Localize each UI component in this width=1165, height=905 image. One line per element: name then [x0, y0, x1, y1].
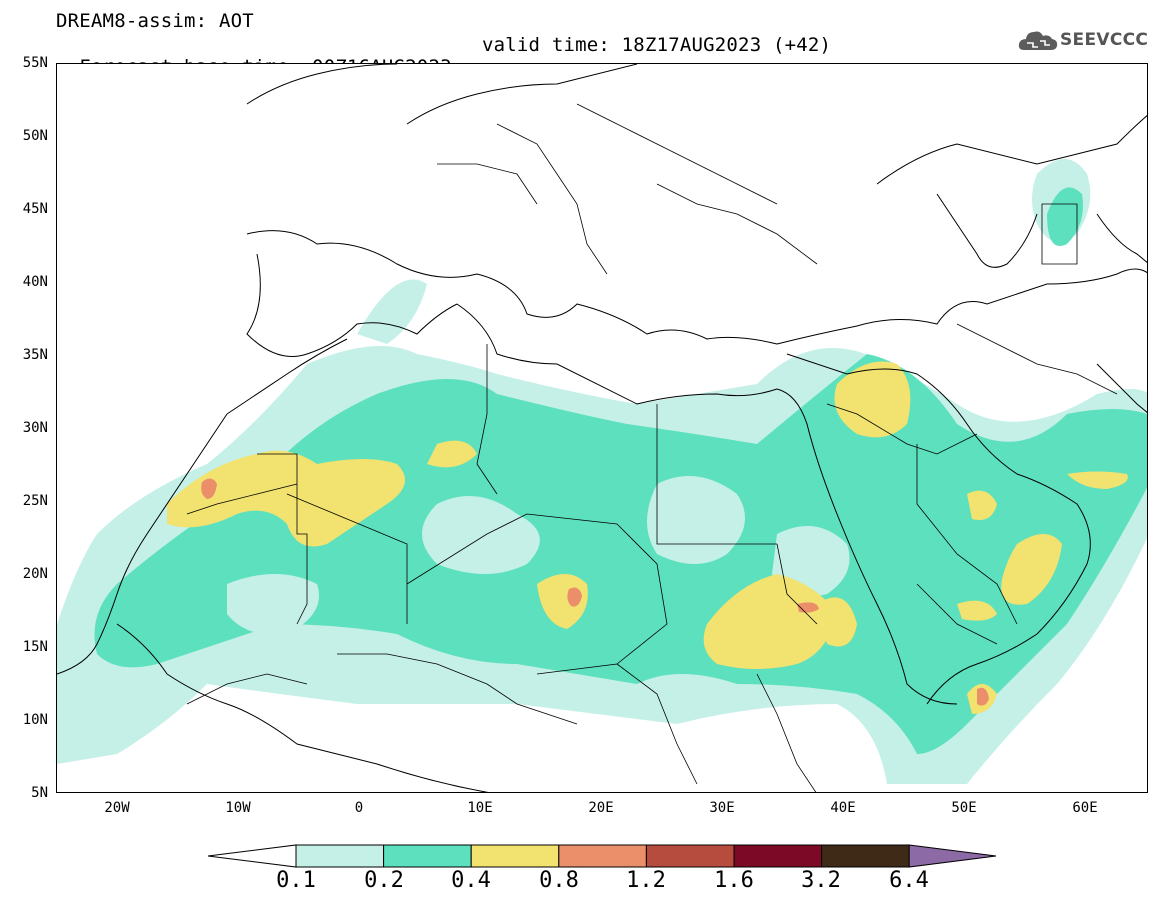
- lat-label: 35N: [22, 347, 48, 363]
- colorbar-label: 1.2: [626, 868, 666, 893]
- colorbar-label: 0.8: [539, 868, 579, 893]
- seevccc-logo: SEEVCCC: [1018, 24, 1158, 58]
- lat-label: 5N: [31, 785, 48, 801]
- aot-field-02: [94, 187, 1147, 754]
- cloud-icon: [1018, 31, 1058, 50]
- aot-field-03: [227, 476, 850, 635]
- logo-text: SEEVCCC: [1060, 30, 1149, 50]
- aot-field-05: [201, 478, 989, 706]
- coastlines: [57, 64, 1147, 792]
- lon-label: 0: [354, 800, 364, 816]
- lon-label: 50E: [951, 800, 977, 816]
- colorbar-arrow-high: [908, 844, 997, 868]
- lon-label: 40E: [830, 800, 856, 816]
- colorbar-label: 1.6: [714, 868, 754, 893]
- lat-label: 10N: [22, 712, 48, 728]
- colorbar-segment: [295, 844, 385, 868]
- colorbar-label: 0.1: [276, 868, 316, 893]
- colorbar-segment: [645, 844, 735, 868]
- lat-label: 30N: [22, 420, 48, 436]
- lat-label: 25N: [22, 493, 48, 509]
- colorbar-segment: [470, 844, 560, 868]
- lon-label: 20W: [104, 800, 130, 816]
- colorbar-label: 0.4: [451, 868, 491, 893]
- colorbar-segment: [558, 844, 647, 868]
- colorbar-segment: [821, 844, 910, 868]
- colorbar-arrow-low: [207, 844, 297, 868]
- lon-label: 60E: [1072, 800, 1098, 816]
- colorbar-label: 0.2: [364, 868, 404, 893]
- lon-label: 30E: [709, 800, 735, 816]
- country-borders: [186, 103, 1118, 792]
- lon-label: 10W: [225, 800, 251, 816]
- lat-label: 20N: [22, 566, 48, 582]
- lat-label: 55N: [22, 55, 48, 71]
- lat-label: 15N: [22, 639, 48, 655]
- map-title: DREAM8-assim: AOT: [56, 10, 254, 32]
- valid-time: valid time: 18Z17AUG2023 (+42): [482, 34, 832, 56]
- colorbar-label: 6.4: [889, 868, 929, 893]
- lat-label: 50N: [22, 128, 48, 144]
- lon-label: 20E: [588, 800, 614, 816]
- map-canvas: [57, 64, 1147, 792]
- lon-label: 10E: [467, 800, 493, 816]
- colorbar-segment: [733, 844, 823, 868]
- colorbar-segment: [383, 844, 472, 868]
- aot-map: [56, 63, 1148, 793]
- colorbar-label: 3.2: [801, 868, 841, 893]
- lat-label: 40N: [22, 274, 48, 290]
- aot-field-04: [167, 361, 1128, 714]
- lat-label: 45N: [22, 201, 48, 217]
